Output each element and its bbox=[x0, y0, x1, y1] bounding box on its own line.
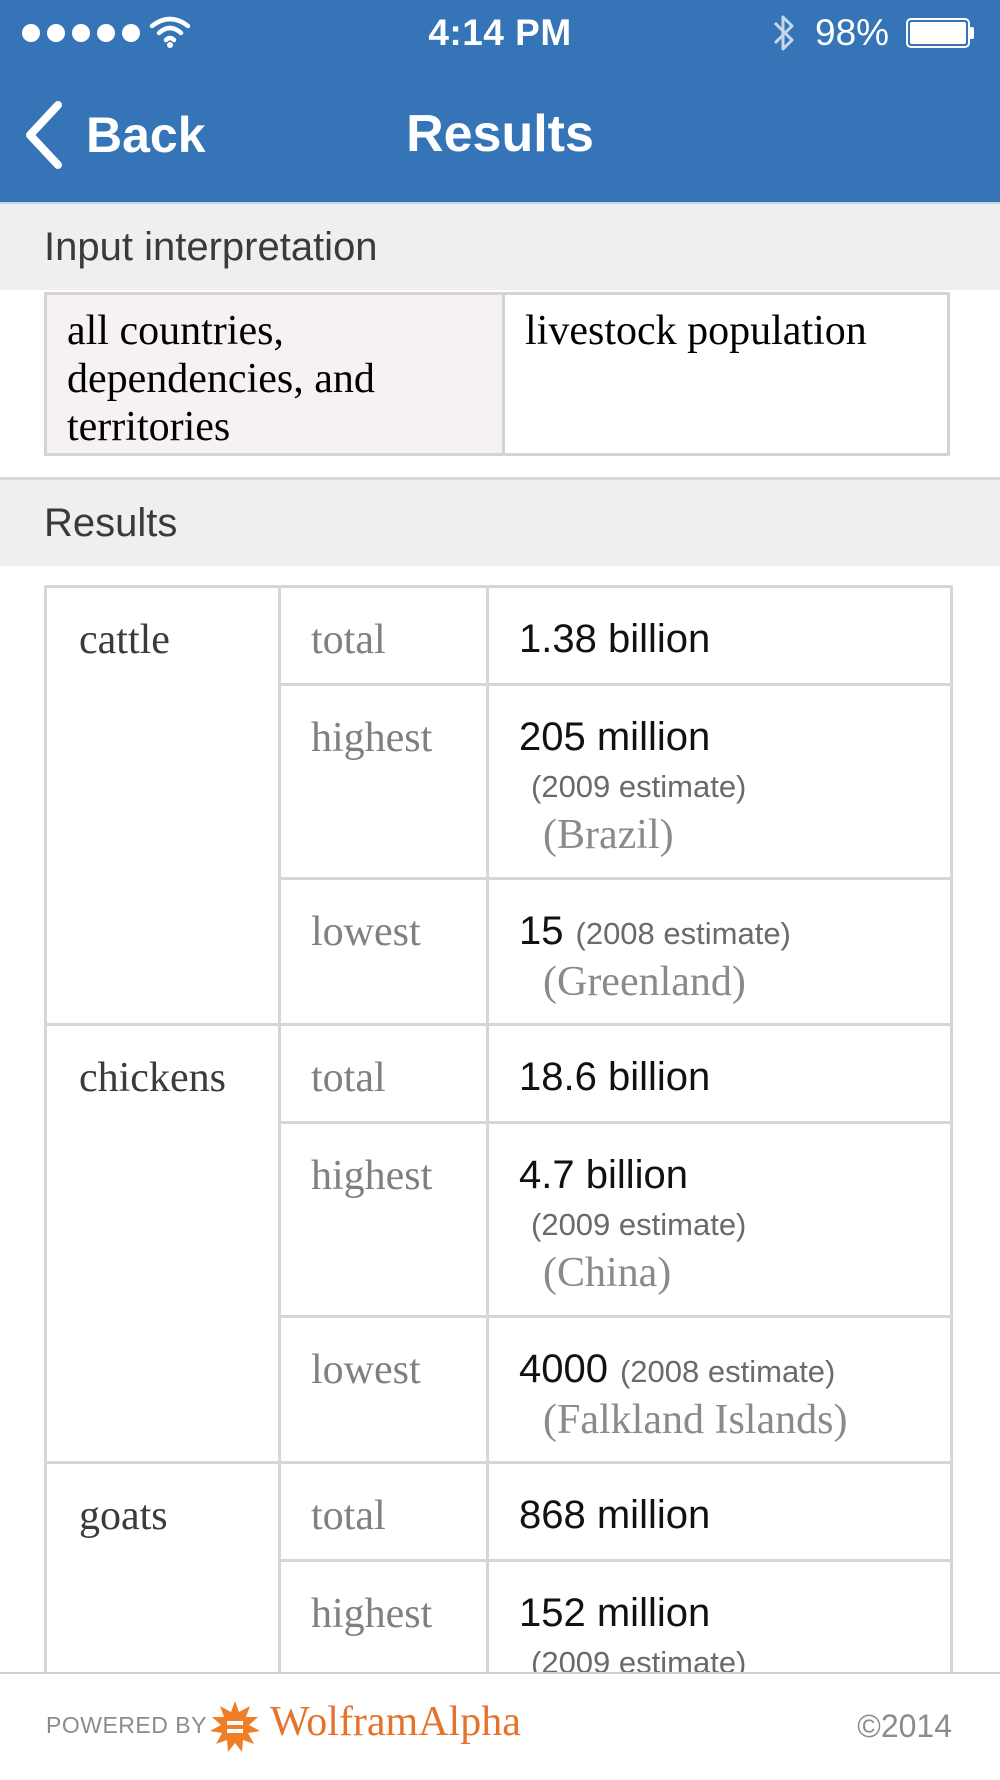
value-number: 4.7 bbox=[519, 1153, 575, 1197]
stat-label: total bbox=[278, 585, 489, 686]
input-scope: all countries, dependencies, and territo… bbox=[47, 295, 505, 453]
stat-label: total bbox=[278, 1461, 489, 1562]
stat-label: lowest bbox=[278, 877, 489, 1026]
table-row: highest 4.7 billion (2009 estimate) (China) bbox=[46, 1121, 953, 1318]
value-unit: billion bbox=[596, 1055, 711, 1099]
animal-label: cattle bbox=[44, 585, 281, 1026]
country-label: (China) bbox=[543, 1250, 672, 1296]
value-number: 18.6 bbox=[519, 1055, 597, 1099]
value-number: 15 bbox=[519, 909, 564, 953]
value-cell: 868 million bbox=[486, 1461, 953, 1562]
table-row: highest 205 million (2009 estimate) (Brazil… bbox=[46, 683, 953, 880]
results-header: Results bbox=[0, 480, 1000, 566]
table-row: goats total 868 million bbox=[44, 1461, 953, 1756]
stat-label: lowest bbox=[278, 1315, 489, 1464]
value-unit: million bbox=[585, 1493, 711, 1537]
value-unit: billion bbox=[596, 617, 711, 661]
signal-strength-icon bbox=[22, 24, 140, 42]
country-label: (Falkland Islands) bbox=[543, 1397, 848, 1443]
estimate-note: (2009 estimate) bbox=[531, 769, 747, 804]
battery-icon bbox=[906, 18, 974, 48]
value-cell: 18.6 billion bbox=[486, 1023, 953, 1124]
estimate-note: (2008 estimate) bbox=[575, 916, 791, 951]
table-row: cattle total 1.38 billion bbox=[44, 585, 953, 1026]
value-number: 868 bbox=[519, 1493, 586, 1537]
value-number: 4000 bbox=[519, 1347, 608, 1391]
table-row: chickens total 18.6 billion bbox=[44, 1023, 953, 1464]
input-interpretation-table: all countries, dependencies, and territo… bbox=[44, 292, 950, 456]
estimate-note: (2008 estimate) bbox=[619, 1354, 836, 1389]
copyright: ©2014 bbox=[857, 1708, 952, 1744]
back-label: Back bbox=[86, 107, 206, 163]
value-number: 205 bbox=[519, 715, 586, 759]
wolframalpha-logo-icon bbox=[210, 1701, 260, 1752]
battery-percentage: 98% bbox=[815, 12, 890, 53]
value-unit: billion bbox=[574, 1153, 689, 1197]
stat-label: total bbox=[278, 1023, 489, 1124]
input-property: livestock population bbox=[525, 308, 867, 354]
wifi-icon bbox=[149, 16, 191, 48]
stat-label: highest bbox=[278, 1121, 489, 1318]
animal-label: chickens bbox=[44, 1023, 281, 1464]
brand-name: WolframAlpha bbox=[270, 1699, 521, 1745]
value-number: 1.38 bbox=[519, 617, 597, 661]
pod-divider bbox=[0, 477, 1000, 480]
results-table: cattle total 1.38 billion highest 205 millio… bbox=[44, 585, 953, 1756]
table-row: lowest 4000 (2008 estimate) (Falkland Islan… bbox=[46, 1315, 953, 1464]
value-unit: million bbox=[585, 1591, 711, 1635]
value-cell: 4.7 billion (2009 estimate) (China) bbox=[486, 1121, 953, 1318]
navigation-bar: Back Results bbox=[0, 66, 1000, 204]
country-label: (Greenland) bbox=[543, 959, 746, 1005]
input-interpretation-header: Input interpretation bbox=[0, 204, 1000, 290]
page-title: Results bbox=[406, 105, 594, 163]
estimate-note: (2009 estimate) bbox=[531, 1207, 747, 1242]
value-cell: 1.38 billion bbox=[486, 585, 953, 686]
value-number: 152 bbox=[519, 1591, 586, 1635]
table-row: lowest 15 (2008 estimate) (Greenland) bbox=[46, 877, 953, 1026]
value-cell: 205 million (2009 estimate) (Brazil) bbox=[486, 683, 953, 880]
country-label: (Brazil) bbox=[543, 812, 674, 858]
status-bar: 4:14 PM 98% bbox=[0, 0, 1000, 66]
value-cell: 15 (2008 estimate) (Greenland) bbox=[486, 877, 953, 1026]
stat-label: highest bbox=[278, 683, 489, 880]
back-button[interactable]: Back bbox=[24, 100, 206, 170]
value-cell: 4000 (2008 estimate) (Falkland Islands) bbox=[486, 1315, 953, 1464]
powered-by-label: POWERED BY bbox=[46, 1712, 207, 1738]
bluetooth-icon bbox=[773, 15, 794, 51]
status-time: 4:14 PM bbox=[428, 12, 572, 53]
value-unit: million bbox=[585, 715, 711, 759]
chevron-left-icon bbox=[26, 101, 62, 169]
footer: POWERED BY WolframAlpha ©2014 bbox=[0, 1672, 1000, 1780]
